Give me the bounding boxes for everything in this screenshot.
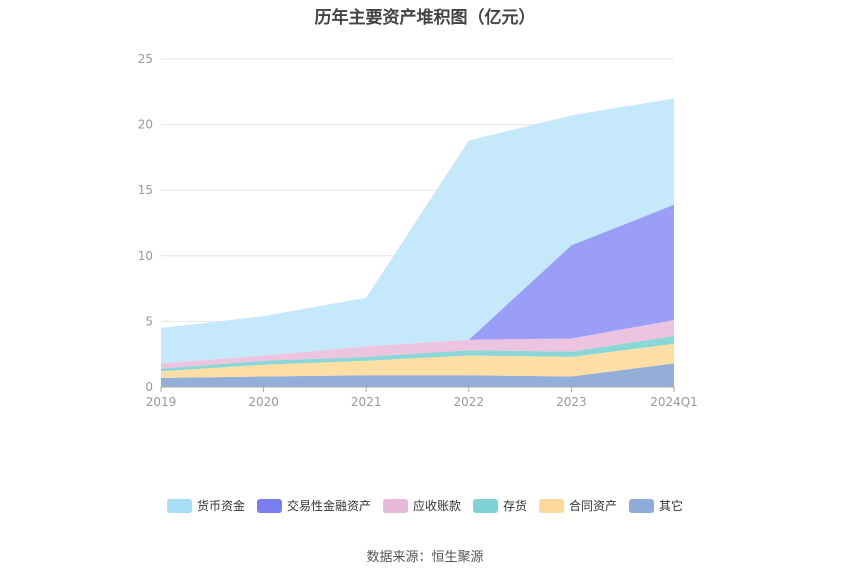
y-tick-label: 0 — [145, 380, 153, 394]
x-tick-label: 2023 — [556, 395, 587, 409]
legend-item[interactable]: 货币资金 — [166, 497, 245, 514]
area-series-货币资金 — [161, 98, 674, 364]
legend-item[interactable]: 应收账款 — [382, 497, 461, 514]
area-series-其它 — [161, 363, 674, 387]
legend-label: 应收账款 — [412, 499, 461, 513]
y-tick-label: 25 — [138, 52, 153, 66]
chart-title: 历年主要资产堆积图（亿元） — [314, 8, 536, 28]
legend-swatch — [629, 498, 655, 513]
legend-label: 货币资金 — [196, 499, 245, 513]
legend-swatch — [382, 498, 408, 513]
legend-swatch — [166, 498, 192, 513]
chart-legend: 货币资金 交易性金融资产 应收账款 存货 合同资产 其它 — [0, 497, 850, 514]
legend-label: 交易性金融资产 — [286, 499, 371, 513]
legend-swatch — [539, 498, 565, 513]
y-tick-label: 5 — [145, 314, 153, 328]
legend-swatch — [473, 498, 498, 513]
area-series-应收账款 — [161, 320, 674, 369]
stacked-area-chart: 0 5 10 15 20 25 2019 2020 2021 2022 2023 2024Q1 — [138, 52, 698, 409]
x-tick-label: 2022 — [454, 395, 485, 409]
legend-item[interactable]: 其它 — [629, 497, 683, 514]
legend-swatch — [256, 498, 282, 513]
legend-item[interactable]: 交易性金融资产 — [256, 497, 371, 514]
area-series-交易性金融资产 — [161, 204, 674, 364]
y-tick-label: 10 — [138, 249, 153, 263]
x-tick-label: 2019 — [146, 395, 177, 409]
legend-item[interactable]: 存货 — [473, 497, 527, 514]
area-series-合同资产 — [161, 343, 674, 378]
y-tick-label: 15 — [138, 183, 153, 197]
y-tick-label: 20 — [138, 118, 153, 132]
legend-label: 存货 — [503, 499, 528, 513]
legend-label: 其它 — [659, 499, 684, 513]
legend-item[interactable]: 合同资产 — [539, 497, 617, 514]
x-tick-label: 2021 — [351, 395, 382, 409]
data-source: 数据来源：恒生聚源 — [366, 550, 484, 565]
x-tick-label: 2024Q1 — [650, 395, 698, 409]
x-tick-label: 2020 — [248, 395, 279, 409]
legend-label: 合同资产 — [569, 499, 618, 513]
